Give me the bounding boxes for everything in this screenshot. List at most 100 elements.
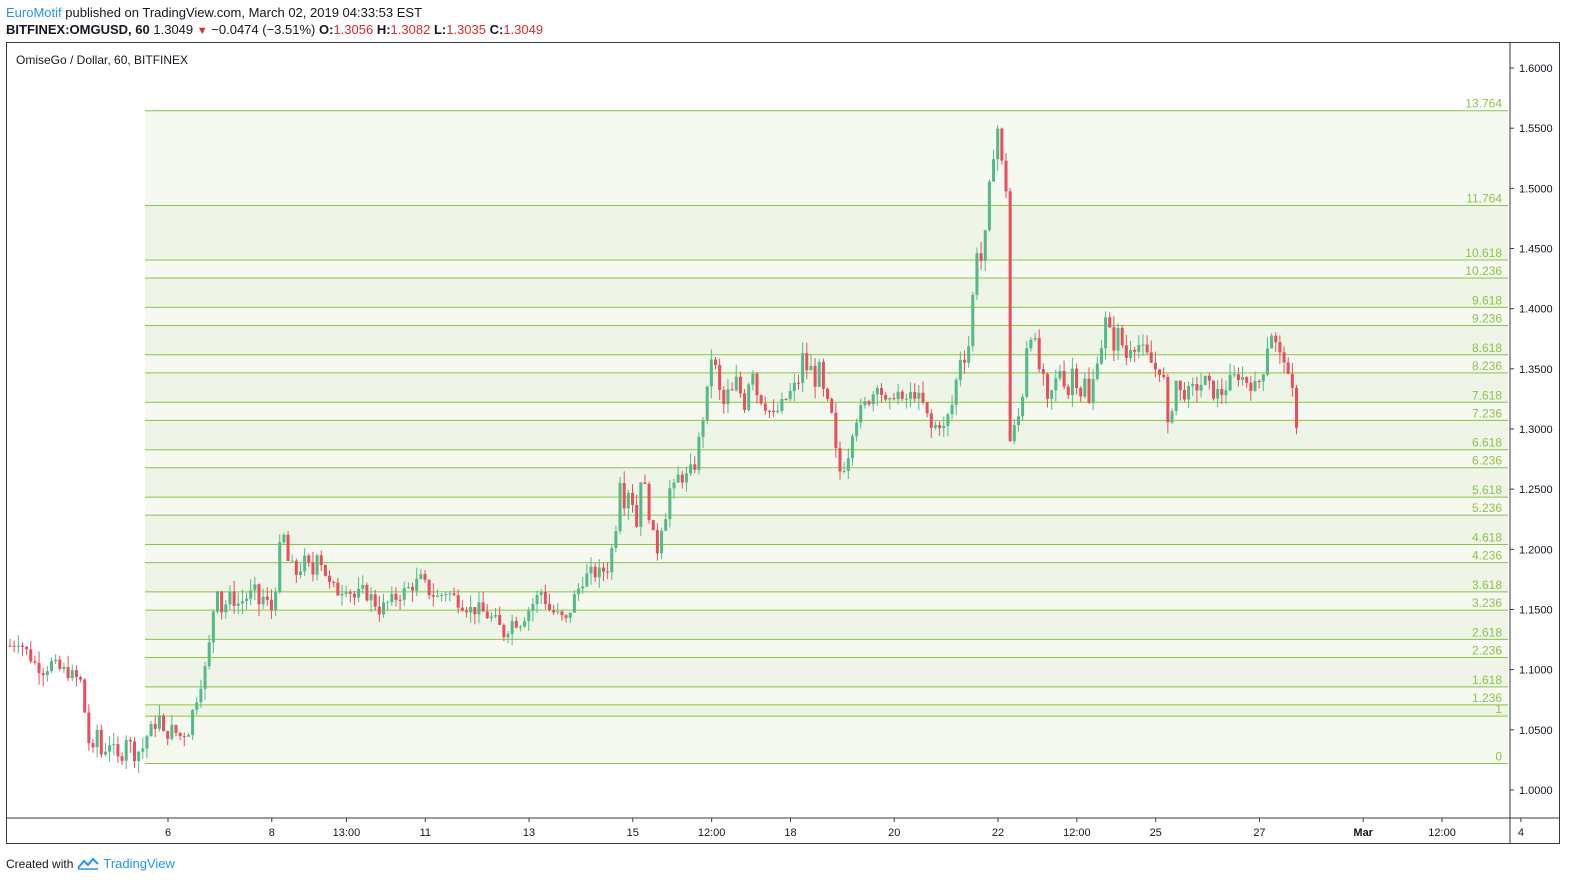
x-tick-label: Mar bbox=[1353, 827, 1373, 839]
fib-band bbox=[145, 354, 1508, 373]
candle-body bbox=[1141, 344, 1145, 346]
candle-body bbox=[307, 555, 311, 563]
x-tick-label: 15 bbox=[627, 827, 639, 839]
candle-body bbox=[286, 534, 290, 561]
candle-body bbox=[888, 398, 892, 400]
candle-body bbox=[1265, 348, 1269, 375]
candle-body bbox=[170, 725, 174, 739]
candle-body bbox=[801, 353, 805, 383]
close-value: 1.3049 bbox=[503, 22, 544, 37]
candle-body bbox=[684, 473, 688, 483]
x-tick-label: 13 bbox=[523, 827, 535, 839]
candle-body bbox=[871, 394, 875, 405]
fib-band bbox=[145, 639, 1508, 658]
fib-level-label: 9.618 bbox=[1472, 293, 1502, 307]
candle-body bbox=[626, 492, 630, 509]
candle-body bbox=[925, 402, 929, 414]
candle-body bbox=[1253, 381, 1257, 391]
candle-body bbox=[352, 593, 356, 598]
candle-body bbox=[892, 398, 896, 400]
candle-body bbox=[494, 615, 498, 617]
candle-body bbox=[689, 464, 693, 474]
candle-body bbox=[1257, 381, 1261, 383]
candle-body bbox=[523, 621, 527, 627]
candle-body bbox=[265, 596, 269, 600]
candle-body bbox=[904, 398, 908, 400]
high-label: H: bbox=[376, 22, 391, 37]
fib-band bbox=[145, 449, 1508, 468]
candle-body bbox=[390, 593, 394, 603]
candle-body bbox=[1091, 379, 1095, 403]
candle-body bbox=[377, 606, 381, 615]
candle-body bbox=[186, 735, 190, 737]
candle-body bbox=[1008, 191, 1012, 442]
candle-body bbox=[1029, 339, 1033, 349]
candle-body bbox=[834, 412, 838, 449]
candle-body bbox=[1149, 352, 1153, 363]
candle-body bbox=[821, 361, 825, 389]
candle-body bbox=[797, 382, 800, 384]
candle-body bbox=[846, 458, 850, 471]
chart-frame[interactable] bbox=[6, 42, 1560, 844]
candle-body bbox=[921, 392, 925, 403]
x-tick-label: 18 bbox=[784, 827, 796, 839]
candle-body bbox=[282, 534, 286, 543]
x-tick-label: 13:00 bbox=[333, 827, 361, 839]
last-price: 1.3049 bbox=[153, 22, 194, 37]
candle-body bbox=[975, 253, 979, 295]
candle-body bbox=[323, 564, 327, 576]
created-with-text: Created with bbox=[6, 856, 74, 871]
fib-level-label: 1.618 bbox=[1472, 673, 1502, 687]
y-tick-label: 1.2500 bbox=[1519, 484, 1553, 496]
candle-body bbox=[481, 602, 485, 612]
candle-body bbox=[568, 612, 572, 618]
candle-body bbox=[788, 390, 792, 400]
fib-level-label: 5.236 bbox=[1472, 501, 1502, 515]
candle-body bbox=[1133, 349, 1137, 352]
y-tick-label: 1.1000 bbox=[1519, 665, 1553, 677]
candle-body bbox=[91, 743, 95, 748]
candle-body bbox=[1087, 378, 1091, 403]
candle-body bbox=[477, 602, 481, 615]
fib-band bbox=[145, 515, 1508, 545]
x-tick-label: 6 bbox=[165, 827, 171, 839]
candle-body bbox=[809, 365, 813, 371]
candle-body bbox=[240, 601, 244, 604]
fib-level-label: 3.618 bbox=[1472, 578, 1502, 592]
tradingview-brand[interactable]: TradingView bbox=[103, 856, 175, 871]
candle-body bbox=[419, 574, 423, 579]
candle-body bbox=[518, 626, 522, 628]
candle-body bbox=[635, 504, 639, 527]
candle-body bbox=[348, 592, 352, 594]
candle-body bbox=[614, 531, 618, 549]
candle-body bbox=[278, 542, 282, 592]
fib-band bbox=[145, 402, 1508, 421]
fib-level-label: 4.618 bbox=[1472, 531, 1502, 545]
candle-body bbox=[1162, 374, 1166, 377]
y-tick-label: 1.6000 bbox=[1519, 63, 1553, 75]
candle-body bbox=[16, 645, 20, 647]
candle-body bbox=[1170, 411, 1174, 423]
candle-body bbox=[1058, 371, 1062, 379]
candle-body bbox=[25, 646, 29, 650]
candle-body bbox=[431, 595, 435, 597]
candle-body bbox=[1000, 128, 1004, 161]
candle-body bbox=[676, 474, 680, 483]
candle-body bbox=[996, 128, 1000, 160]
candle-body bbox=[473, 607, 477, 615]
candle-body bbox=[294, 560, 298, 575]
candle-body bbox=[365, 584, 369, 601]
x-tick-label: 22 bbox=[992, 827, 1004, 839]
author-link[interactable]: EuroMotif bbox=[6, 5, 62, 20]
candle-body bbox=[207, 642, 211, 667]
candle-body bbox=[564, 615, 568, 618]
fib-level-label: 7.618 bbox=[1472, 388, 1502, 402]
candle-body bbox=[701, 420, 705, 437]
candle-body bbox=[191, 709, 195, 736]
candle-body bbox=[776, 410, 780, 413]
candle-body bbox=[1191, 383, 1195, 386]
fib-band bbox=[145, 110, 1508, 206]
candle-body bbox=[693, 464, 697, 470]
candle-body bbox=[527, 610, 531, 622]
